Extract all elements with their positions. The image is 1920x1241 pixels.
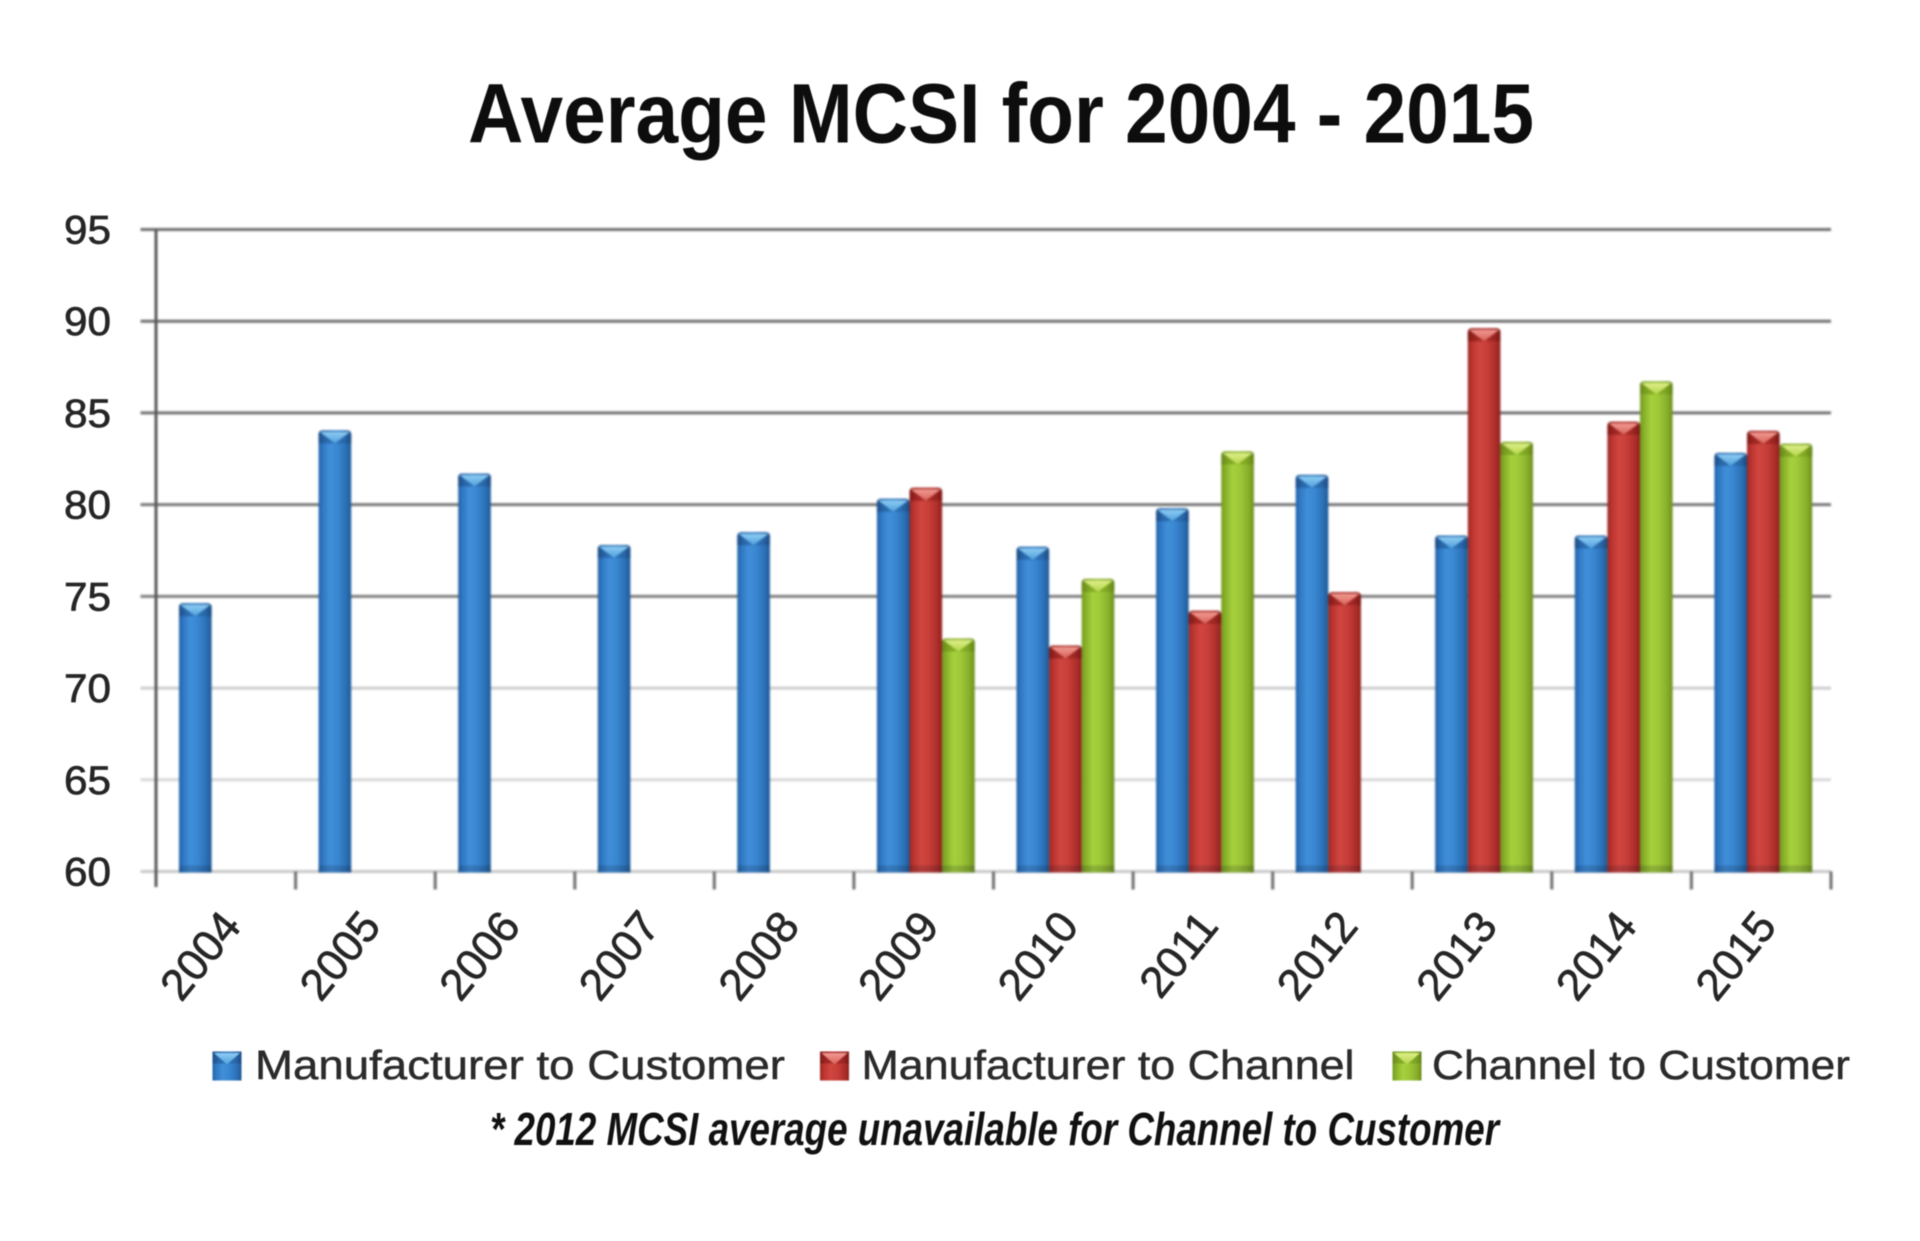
svg-text:75: 75 — [64, 575, 111, 619]
svg-text:Manufacturer to Customer: Manufacturer to Customer — [255, 1042, 785, 1088]
svg-text:60: 60 — [64, 851, 111, 895]
svg-text:95: 95 — [64, 209, 111, 253]
svg-text:90: 90 — [64, 300, 111, 344]
svg-text:80: 80 — [64, 484, 111, 528]
svg-text:85: 85 — [64, 392, 111, 436]
svg-text:Manufacturer to Channel: Manufacturer to Channel — [862, 1042, 1355, 1088]
svg-text:70: 70 — [64, 667, 111, 711]
svg-text:Channel to Customer: Channel to Customer — [1432, 1042, 1850, 1088]
svg-text:65: 65 — [64, 759, 111, 803]
svg-text:* 2012 MCSI average unavailabl: * 2012 MCSI average unavailable for Chan… — [490, 1103, 1501, 1155]
svg-text:Average MCSI for 2004 - 2015: Average MCSI for 2004 - 2015 — [468, 67, 1534, 161]
